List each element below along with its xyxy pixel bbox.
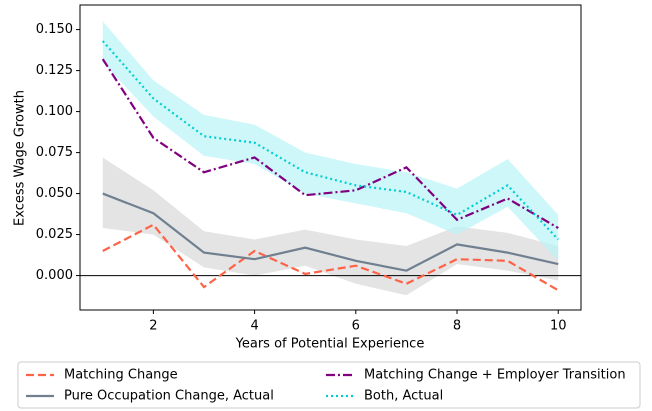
x-tick-label: 8 — [453, 319, 461, 334]
x-tick-label: 4 — [250, 319, 258, 334]
x-tick-label: 10 — [550, 319, 567, 334]
x-axis-label: Years of Potential Experience — [235, 337, 425, 352]
y-tick-label: 0.150 — [36, 22, 73, 37]
legend: Matching Change Pure Occupation Change, A… — [17, 361, 641, 409]
y-tick-label: 0.125 — [36, 63, 73, 78]
legend-box — [17, 361, 641, 409]
y-tick-label: 0.025 — [36, 227, 73, 242]
legend-label: Both, Actual — [364, 389, 443, 404]
series-line — [102, 192, 559, 272]
y-tick-label: 0.050 — [36, 186, 73, 201]
series-line — [102, 223, 559, 292]
legend-label: Matching Change — [64, 368, 178, 383]
y-axis-label: Excess Wage Growth — [13, 90, 28, 226]
y-tick-label: 0.100 — [36, 104, 73, 119]
confidence-band — [102, 157, 559, 296]
x-tick-label: 2 — [149, 319, 157, 334]
series-line — [101, 58, 559, 229]
legend-label: Matching Change + Employer Transition — [364, 368, 626, 383]
legend-label: Pure Occupation Change, Actual — [64, 389, 274, 404]
y-tick-label: 0.000 — [36, 268, 73, 283]
confidence-band — [102, 21, 559, 261]
x-tick-label: 6 — [352, 319, 360, 334]
y-tick-label: 0.075 — [36, 145, 73, 160]
series-line — [101, 40, 560, 241]
plot-frame — [79, 4, 582, 311]
